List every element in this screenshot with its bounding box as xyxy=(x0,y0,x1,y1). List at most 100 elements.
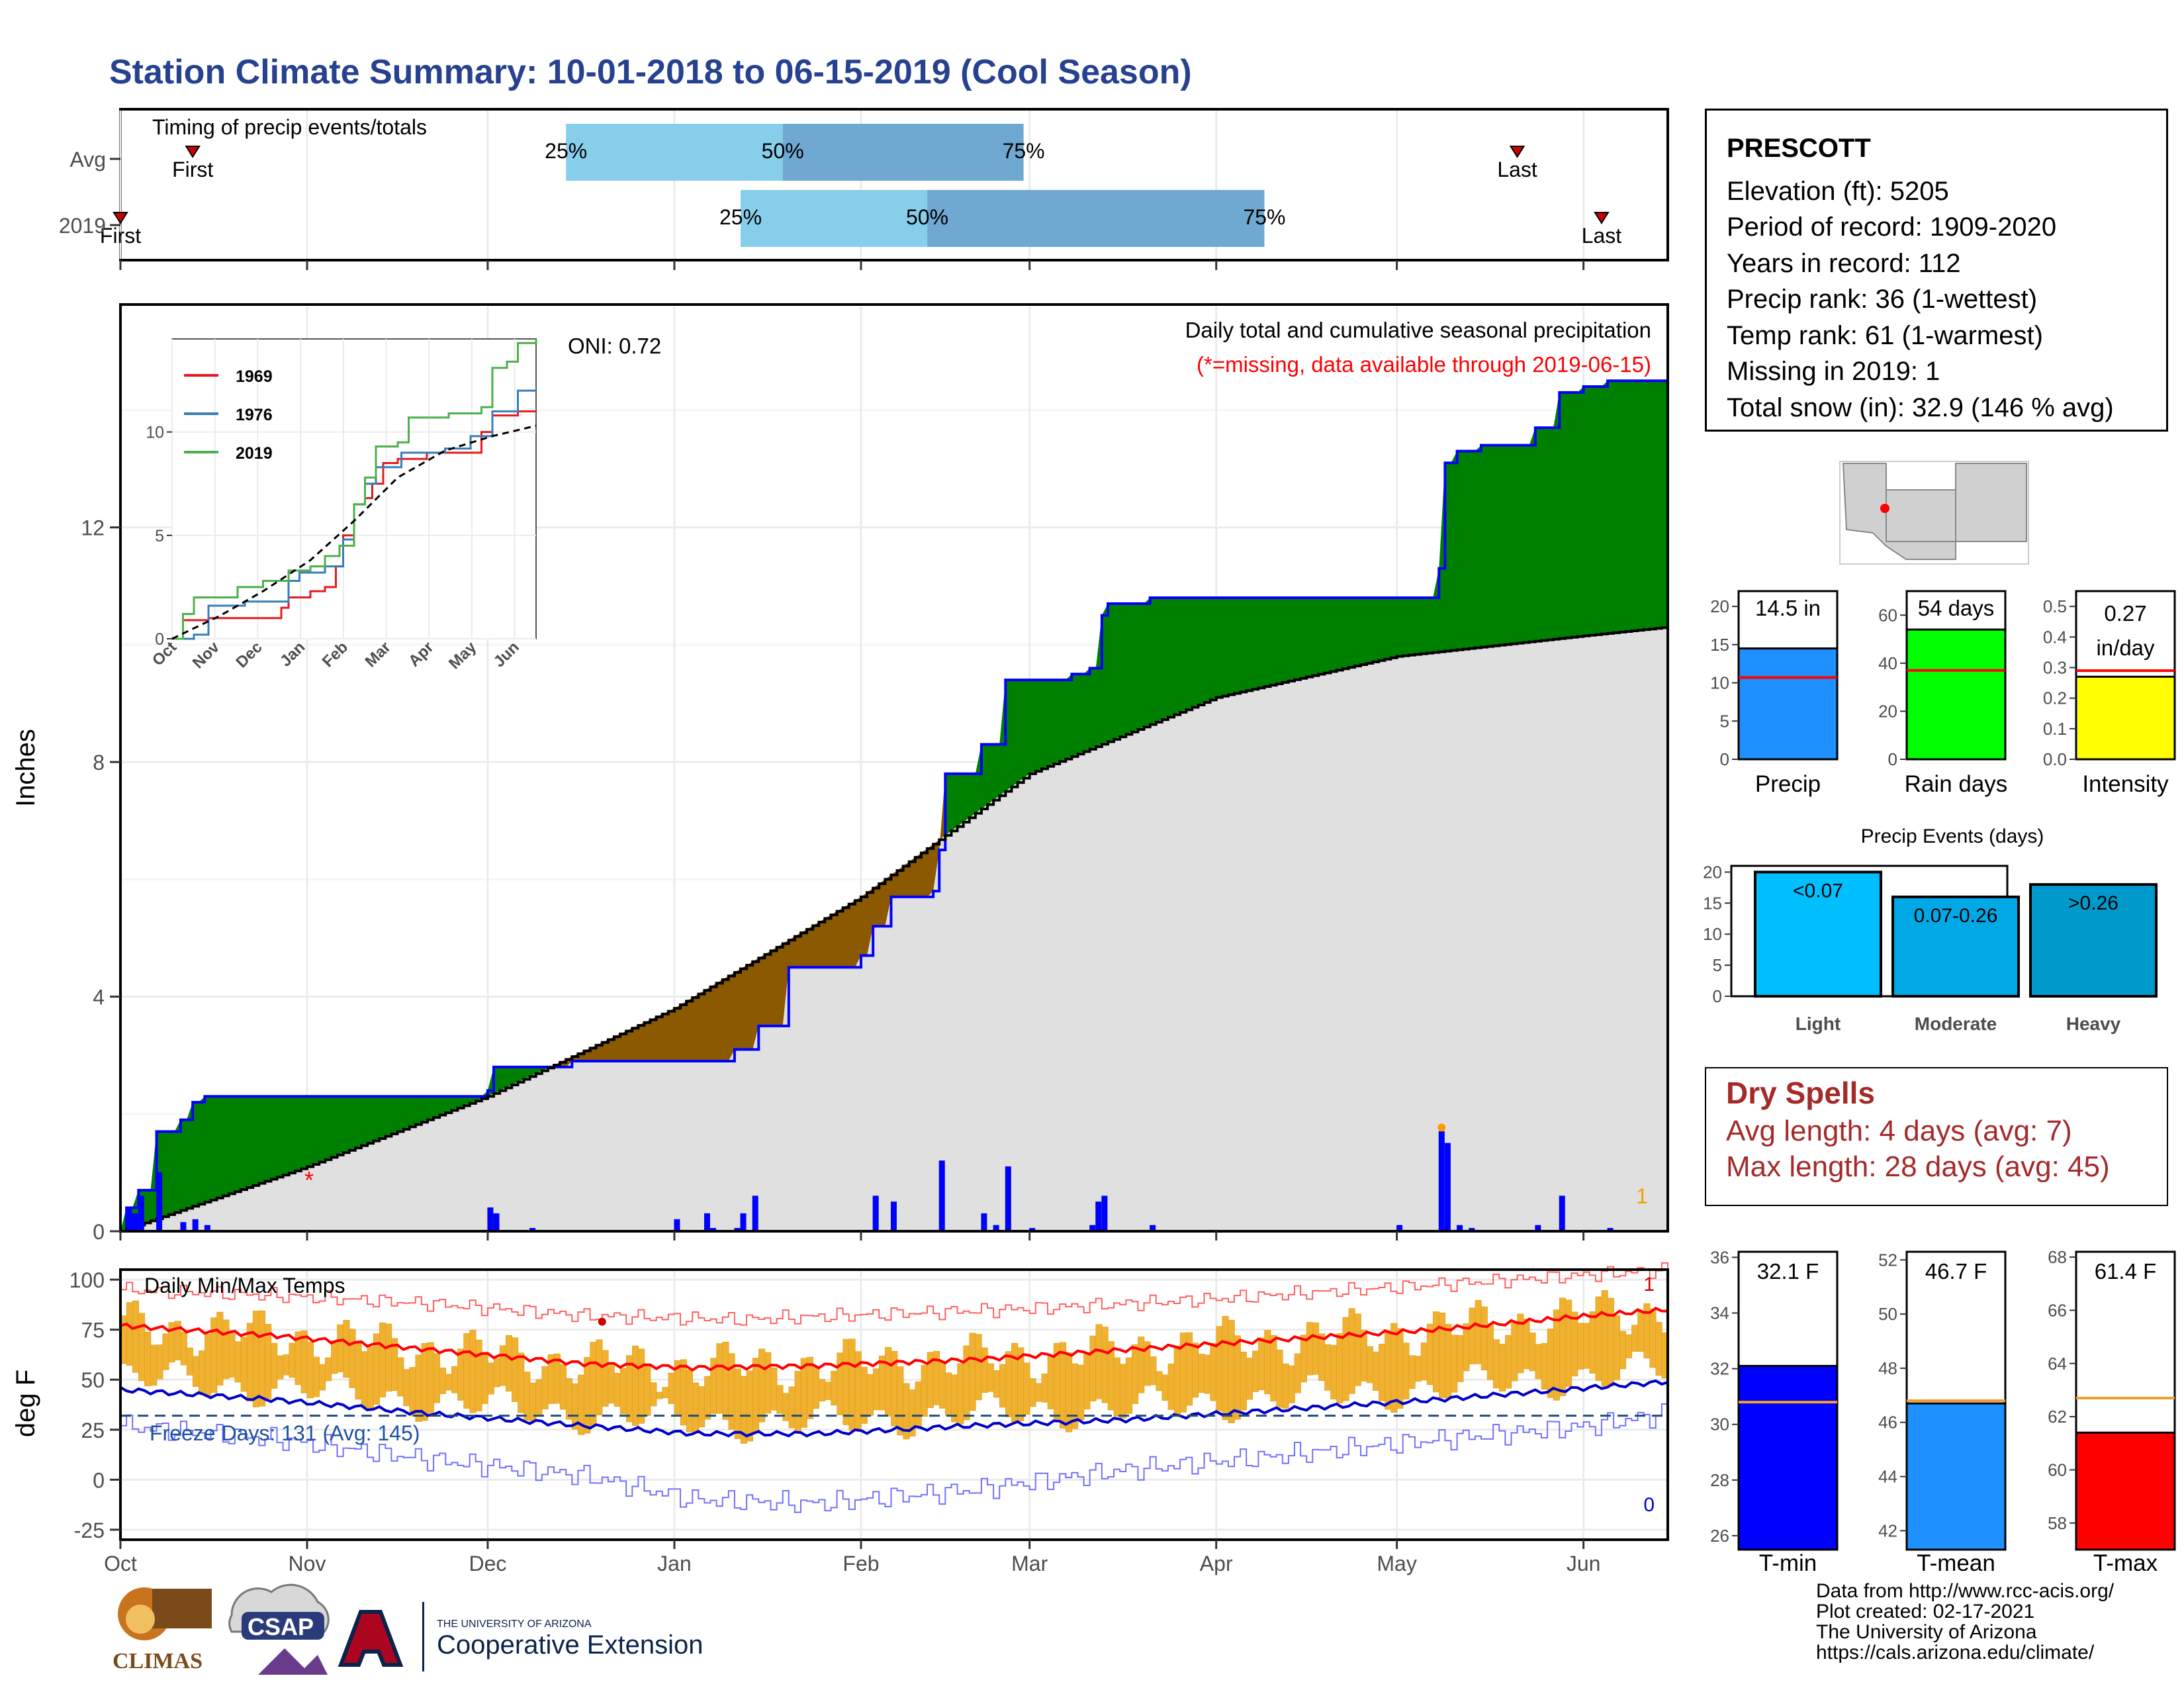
daily-precip-bar xyxy=(674,1219,680,1232)
daily-precip-bar xyxy=(1438,1131,1445,1232)
daily-temp-bar xyxy=(668,1372,675,1404)
daily-temp-bar xyxy=(246,1323,253,1402)
daily-temp-bar xyxy=(240,1336,248,1392)
daily-temp-bar xyxy=(361,1351,368,1408)
daily-temp-bar xyxy=(1041,1374,1048,1403)
daily-temp-bar xyxy=(921,1365,928,1417)
daily-temp-bar xyxy=(379,1322,387,1397)
daily-temp-bar xyxy=(439,1368,447,1394)
temp-bar-tick-label: 42 xyxy=(1878,1521,1897,1540)
daily-temp-bar xyxy=(397,1357,404,1397)
daily-temp-bar xyxy=(271,1342,278,1389)
temp-bar-tick-label: 62 xyxy=(2048,1407,2067,1427)
temp-panel: 100 75 50 25 0 -25 Oct Nov Dec Jan Feb Mar Apr May Jun… xyxy=(11,1262,1669,1575)
timing-pct-label: 50% xyxy=(762,139,804,163)
daily-temp-bar xyxy=(1631,1325,1639,1352)
daily-temp-bar xyxy=(481,1354,488,1404)
daily-temp-bar xyxy=(632,1345,639,1427)
event-bar xyxy=(2029,883,2158,998)
daily-temp-bar xyxy=(565,1378,573,1420)
daily-precip-bar xyxy=(872,1196,879,1232)
daily-temp-bar xyxy=(469,1329,477,1413)
daily-temp-bar xyxy=(1005,1351,1013,1417)
temp-bar-value xyxy=(1905,1402,2007,1551)
daily-temp-bar xyxy=(222,1319,230,1380)
daily-temp-bar xyxy=(1119,1364,1126,1419)
daily-precip-bar xyxy=(487,1207,494,1232)
daily-temp-bar xyxy=(1300,1335,1307,1383)
summary-bar-tick-label: 10 xyxy=(1710,673,1729,693)
temp-bar-tick-label: 46 xyxy=(1878,1413,1897,1432)
summary-bar-name: Precip xyxy=(1755,771,1821,797)
temp-bar-tick-label: 68 xyxy=(2048,1247,2067,1267)
temp-count-bottom: 0 xyxy=(1643,1494,1655,1516)
summary-bar-tick-label: 15 xyxy=(1710,635,1729,655)
daily-temp-bar xyxy=(1029,1378,1036,1407)
daily-precip-bar xyxy=(938,1160,945,1232)
info-years: Years in record: 112 xyxy=(1727,248,1961,278)
summary-bar-label: 0.27 xyxy=(2104,601,2146,626)
daily-temp-bar xyxy=(897,1366,904,1436)
daily-temp-bar xyxy=(879,1355,886,1411)
daily-temp-bar xyxy=(1366,1346,1373,1383)
summary-bar-name: Rain days xyxy=(1905,771,2008,797)
daily-temp-bar xyxy=(1420,1342,1428,1381)
daily-temp-bar xyxy=(138,1313,146,1382)
daily-temp-bar xyxy=(1330,1344,1338,1399)
precip-ylabel: Inches xyxy=(11,729,40,807)
freeze-days-label: Freeze Days: 131 (Avg: 145) xyxy=(150,1421,420,1445)
record-temp-marker xyxy=(598,1317,606,1326)
precip-events-chart: Precip Events (days) <0.07 Light 0.07-0.26 M… xyxy=(1703,825,2158,1034)
temp-bar-tick-label: 28 xyxy=(1710,1470,1729,1490)
daily-temp-bar xyxy=(283,1354,290,1376)
last-event-label: Last xyxy=(1497,158,1537,181)
daily-temp-bar xyxy=(975,1334,982,1401)
daily-temp-bar xyxy=(312,1356,320,1397)
daily-temp-bar xyxy=(228,1333,236,1378)
event-bar-label: <0.07 xyxy=(1793,880,1843,902)
temp-bar-value xyxy=(2075,1431,2176,1551)
daily-temp-bar xyxy=(619,1368,627,1415)
daily-temp-bar xyxy=(1565,1299,1572,1387)
timing-label: Timing of precip events/totals xyxy=(152,115,427,139)
daily-temp-bar xyxy=(734,1368,741,1439)
daily-temp-bar xyxy=(1246,1358,1253,1400)
daily-temp-bar xyxy=(957,1363,964,1425)
daily-temp-bar xyxy=(590,1342,597,1426)
daily-temp-bar xyxy=(831,1371,838,1406)
daily-temp-bar xyxy=(1222,1315,1229,1420)
daily-temp-bar xyxy=(788,1386,796,1429)
daily-temp-bar xyxy=(1379,1344,1386,1401)
daily-temp-bar xyxy=(1480,1306,1488,1371)
inset-legend-label: 1976 xyxy=(236,406,273,424)
daily-temp-bar xyxy=(192,1356,200,1387)
daily-precip-bar xyxy=(132,1213,138,1232)
temp-y-tick-label: 0 xyxy=(93,1468,105,1492)
daily-temp-bar xyxy=(1228,1319,1235,1424)
daily-precip-bar xyxy=(1095,1201,1102,1232)
daily-temp-bar xyxy=(1637,1311,1645,1352)
daily-temp-bar xyxy=(1258,1337,1265,1390)
daily-temp-bar xyxy=(150,1344,158,1386)
daily-temp-bar xyxy=(1492,1339,1500,1389)
timing-pct-label: 75% xyxy=(1243,205,1285,229)
summary-bar-tick-label: 0.0 xyxy=(2043,749,2067,769)
precip-y-tick-label: 0 xyxy=(93,1220,105,1244)
station-map xyxy=(1839,461,2029,565)
daily-temp-bar xyxy=(1595,1296,1602,1382)
daily-temp-bar xyxy=(758,1348,766,1423)
daily-temp-bar xyxy=(704,1376,711,1420)
daily-temp-bar xyxy=(1288,1365,1295,1403)
daily-precip-bar xyxy=(1444,1143,1451,1232)
daily-temp-bar xyxy=(1607,1297,1614,1387)
temp-bar-tick-label: 66 xyxy=(2048,1300,2067,1320)
daily-temp-bar xyxy=(1541,1342,1548,1390)
daily-temp-bar xyxy=(325,1357,332,1382)
dry-spells-title: Dry Spells xyxy=(1726,1076,1875,1110)
daily-temp-bar xyxy=(1156,1371,1163,1391)
daily-temp-bar xyxy=(1511,1321,1518,1382)
daily-temp-bar xyxy=(662,1387,669,1399)
summary-bars: 14.5 in 0 5 10 15 20 Precip 54 days 0 20 40 60 Rain … xyxy=(1710,590,2176,797)
event-bar-label: >0.26 xyxy=(2068,892,2118,914)
